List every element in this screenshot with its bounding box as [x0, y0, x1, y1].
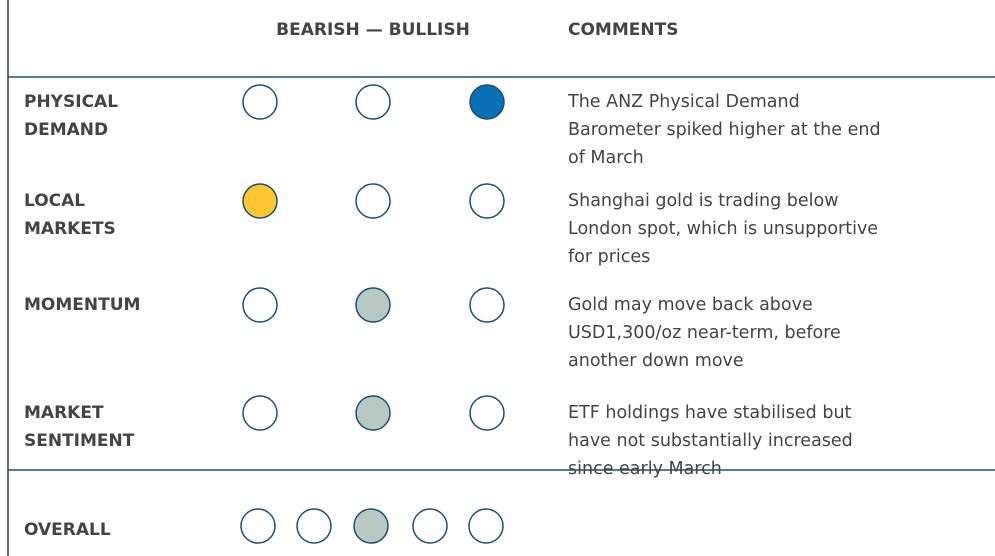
- signal-circle: [355, 395, 391, 431]
- overall-circle: [240, 508, 276, 544]
- signal-circle: [469, 395, 505, 431]
- signal-circle: [242, 287, 278, 323]
- overall-circle: [412, 508, 448, 544]
- signal-circle: [355, 84, 391, 120]
- comment-line: have not substantially increased: [568, 431, 853, 451]
- overall-circle: [296, 508, 332, 544]
- signal-circle: [355, 183, 391, 219]
- row-label: LOCAL: [24, 191, 85, 211]
- row-label: SENTIMENT: [24, 431, 135, 451]
- overall-label: OVERALL: [24, 520, 111, 540]
- signal-circle: [469, 287, 505, 323]
- scale-header: BEARISH — BULLISH: [276, 20, 470, 40]
- comment-line: Gold may move back above: [568, 295, 813, 315]
- comments-header: COMMENTS: [568, 20, 678, 40]
- comment-line: USD1,300/oz near-term, before: [568, 323, 841, 343]
- signal-circle: [355, 287, 391, 323]
- signal-circle: [242, 84, 278, 120]
- signal-circle: [469, 183, 505, 219]
- row-label: MARKET: [24, 403, 104, 423]
- signal-circle: [242, 395, 278, 431]
- row-label: DEMAND: [24, 120, 108, 140]
- comment-line: London spot, which is unsupportive: [568, 219, 878, 239]
- comment-line: since early March: [568, 459, 722, 479]
- overall-circle: [468, 508, 504, 544]
- row-label: PHYSICAL: [24, 92, 118, 112]
- row-label: MOMENTUM: [24, 295, 140, 315]
- comment-line: Barometer spiked higher at the end: [568, 120, 881, 140]
- signal-circle: [242, 183, 278, 219]
- comment-line: The ANZ Physical Demand: [567, 92, 800, 112]
- signal-circle: [469, 84, 505, 120]
- overall-circle: [353, 508, 389, 544]
- comment-line: Shanghai gold is trading below: [568, 191, 839, 211]
- comment-line: another down move: [568, 351, 744, 371]
- comment-line: ETF holdings have stabilised but: [568, 403, 852, 423]
- comment-line: for prices: [568, 247, 650, 267]
- comment-line: of March: [568, 148, 644, 168]
- row-label: MARKETS: [24, 219, 116, 239]
